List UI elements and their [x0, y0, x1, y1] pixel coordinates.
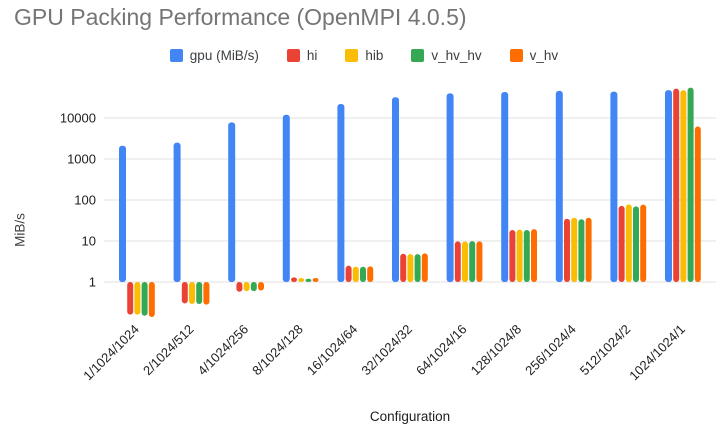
x-tick-label: 4/1024/256	[195, 322, 252, 379]
x-tick-label: 8/1024/128	[249, 322, 306, 379]
bar-hi-512-1024-2[interactable]	[618, 205, 625, 282]
y-tick-label: 100	[74, 193, 96, 208]
y-tick-label: 10	[82, 234, 96, 249]
bar-hib-2-1024-512[interactable]	[189, 282, 195, 305]
bar-hib-1024-1024-1[interactable]	[680, 90, 687, 282]
bar-gpu-mib-s--32-1024-32[interactable]	[392, 97, 399, 282]
legend-label: hib	[365, 47, 384, 63]
bar-gpu-mib-s--1-1024-1024[interactable]	[119, 145, 126, 282]
bar-v-hv-128-1024-8[interactable]	[531, 229, 537, 282]
x-tick-label: 512/1024/2	[577, 322, 634, 379]
bar-hib-128-1024-8[interactable]	[516, 229, 523, 282]
legend-swatch-icon	[509, 48, 523, 62]
x-tick-label: 1/1024/1024	[80, 322, 142, 384]
y-tick-label: 1	[89, 275, 96, 290]
bar-v-hv-16-1024-64[interactable]	[367, 266, 374, 282]
x-tick-label: 64/1024/16	[413, 322, 470, 379]
bar-v-hv-hv-4-1024-256[interactable]	[250, 282, 257, 292]
bar-hib-512-1024-2[interactable]	[625, 204, 632, 282]
legend-item-hib: hib	[345, 48, 383, 63]
bar-hi-256-1024-4[interactable]	[564, 218, 570, 282]
legend-label: hi	[306, 47, 318, 63]
bar-hi-8-1024-128[interactable]	[291, 277, 297, 282]
bar-gpu-mib-s--256-1024-4[interactable]	[555, 90, 563, 282]
bar-v-hv-1-1024-1024[interactable]	[148, 282, 155, 318]
chart-title: GPU Packing Performance (OpenMPI 4.0.5)	[14, 4, 467, 30]
y-tick-label: 1000	[67, 152, 96, 167]
bar-v-hv-hv-256-1024-4[interactable]	[578, 219, 585, 282]
bar-hib-256-1024-4[interactable]	[571, 217, 578, 282]
legend-item-v-hv: v_hv	[509, 47, 559, 63]
legend-item-hi: hi	[286, 47, 318, 63]
x-axis-title: Configuration	[369, 409, 451, 424]
bar-v-hv-hv-8-1024-128[interactable]	[305, 278, 312, 282]
x-tick-label: 32/1024/32	[358, 322, 415, 379]
bar-gpu-mib-s--128-1024-8[interactable]	[501, 92, 509, 282]
bar-v-hv-hv-2-1024-512[interactable]	[196, 282, 203, 305]
bar-hi-32-1024-32[interactable]	[400, 253, 407, 282]
bar-gpu-mib-s--8-1024-128[interactable]	[282, 114, 290, 282]
legend-swatch-icon	[345, 48, 359, 62]
legend-item-gpu-mib-s-: gpu (MiB/s)	[169, 47, 259, 63]
bar-hi-1024-1024-1[interactable]	[673, 88, 680, 282]
bar-v-hv-hv-128-1024-8[interactable]	[523, 230, 530, 282]
bar-v-hv-hv-32-1024-32[interactable]	[414, 254, 421, 282]
bar-v-hv-64-1024-16[interactable]	[476, 241, 483, 282]
bar-hi-2-1024-512[interactable]	[181, 282, 188, 304]
x-tick-label: 256/1024/4	[522, 322, 579, 379]
x-tick-label: 128/1024/8	[468, 322, 525, 379]
legend: gpu (MiB/s) hi hib v_hv_hv v_hv	[0, 45, 728, 65]
bar-gpu-mib-s--4-1024-256[interactable]	[228, 122, 236, 282]
bar-gpu-mib-s--16-1024-64[interactable]	[337, 103, 345, 283]
y-tick-label: 10000	[60, 111, 96, 126]
bar-gpu-mib-s--512-1024-2[interactable]	[610, 91, 618, 282]
bar-v-hv-hv-1024-1024-1[interactable]	[687, 87, 694, 282]
bar-v-hv-hv-1-1024-1024[interactable]	[141, 282, 148, 316]
bar-v-hv-4-1024-256[interactable]	[258, 282, 264, 291]
bar-hi-4-1024-256[interactable]	[236, 282, 243, 292]
bar-hib-32-1024-32[interactable]	[407, 254, 414, 282]
bar-v-hv-hv-64-1024-16[interactable]	[469, 241, 476, 282]
bar-hib-4-1024-256[interactable]	[243, 282, 250, 292]
bar-v-hv-hv-16-1024-64[interactable]	[360, 266, 366, 282]
bar-hi-64-1024-16[interactable]	[454, 241, 461, 282]
bar-gpu-mib-s--2-1024-512[interactable]	[173, 142, 181, 282]
x-tick-label: 1024/1024/1	[626, 322, 688, 384]
legend-swatch-icon	[411, 48, 425, 62]
bar-hib-1-1024-1024[interactable]	[134, 282, 141, 315]
legend-label: v_hv	[529, 47, 559, 63]
bar-v-hv-8-1024-128[interactable]	[312, 278, 319, 282]
bar-hib-16-1024-64[interactable]	[352, 266, 359, 282]
bar-gpu-mib-s--1024-1024-1[interactable]	[665, 90, 672, 282]
bar-hib-64-1024-16[interactable]	[462, 241, 468, 282]
bar-v-hv-32-1024-32[interactable]	[421, 253, 428, 282]
bar-gpu-mib-s--64-1024-16[interactable]	[446, 93, 454, 282]
bar-v-hv-hv-512-1024-2[interactable]	[633, 206, 639, 282]
bar-hi-1-1024-1024[interactable]	[127, 282, 134, 315]
x-tick-label: 16/1024/64	[304, 322, 361, 379]
bar-v-hv-256-1024-4[interactable]	[585, 217, 592, 282]
legend-swatch-icon	[169, 48, 183, 62]
legend-label: v_hv_hv	[431, 47, 482, 63]
bar-v-hv-2-1024-512[interactable]	[203, 282, 210, 305]
x-tick-label: 2/1024/512	[140, 322, 197, 379]
bar-hib-8-1024-128[interactable]	[298, 278, 305, 282]
bar-hi-16-1024-64[interactable]	[345, 265, 352, 282]
legend-item-v-hv-hv: v_hv_hv	[411, 47, 482, 63]
legend-swatch-icon	[286, 48, 300, 62]
bar-v-hv-512-1024-2[interactable]	[640, 204, 647, 282]
bar-hi-128-1024-8[interactable]	[509, 230, 516, 282]
legend-label: gpu (MiB/s)	[189, 47, 259, 63]
bar-v-hv-1024-1024-1[interactable]	[694, 126, 701, 283]
